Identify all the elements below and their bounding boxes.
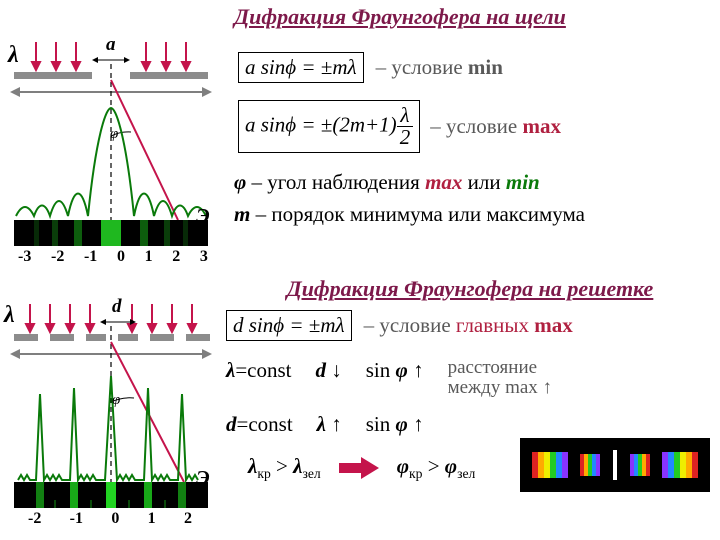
eq-min: a sinϕ = ±mλ bbox=[238, 52, 364, 83]
title-grating: Дифракция Фраунгофера на решетке bbox=[220, 276, 720, 302]
title-slit: Дифракция Фраунгофера на щели bbox=[120, 4, 680, 30]
cond-min-label: – условие min bbox=[376, 55, 503, 80]
eq-max: a sinϕ = ±(2m+1)λ2 bbox=[238, 100, 420, 153]
grating-e-label: Э bbox=[196, 466, 210, 491]
cond-main-max-label: – условие главных max bbox=[364, 313, 573, 338]
angle-rel: φкр > φзел bbox=[397, 454, 476, 482]
slit-diagram bbox=[6, 36, 216, 270]
grating-d-label: d bbox=[112, 296, 122, 318]
eq-main-max: d sinϕ = ±mλ bbox=[226, 310, 352, 341]
arrow-icon bbox=[339, 457, 379, 479]
grating-lambda-label: λ bbox=[4, 302, 15, 329]
cond-max-label: – условие max bbox=[430, 114, 561, 139]
wavelength-rel: λкр > λзел bbox=[248, 454, 321, 482]
spectrum-image bbox=[520, 438, 710, 492]
m-desc: m m – порядок минимума или максимума– по… bbox=[234, 202, 585, 227]
slit-lambda-label: λ bbox=[8, 42, 19, 69]
slit-phi-label: φ bbox=[110, 126, 118, 143]
slit-e-label: Э bbox=[196, 204, 210, 229]
grating-ticks: -2-1012 bbox=[28, 510, 192, 528]
rel2-d: d=const bbox=[226, 412, 293, 437]
grating-diagram bbox=[6, 298, 216, 532]
rel2-lambda: λ ↑ bbox=[317, 412, 342, 437]
slit-ticks: -3-2-10123 bbox=[18, 248, 208, 266]
grating-phi-label: φ bbox=[112, 392, 120, 409]
rel1-sin: sin φ ↑ bbox=[366, 358, 424, 383]
phi-desc: φ – угол наблюдения max или min bbox=[234, 170, 540, 195]
rel2-sin: sin φ ↑ bbox=[366, 412, 424, 437]
rel1-d: d ↓ bbox=[316, 358, 342, 383]
dist-note: расстояниемежду max ↑ bbox=[448, 358, 552, 398]
rel1-lambda: λ=const bbox=[226, 358, 292, 383]
slit-a-label: a bbox=[106, 34, 116, 56]
